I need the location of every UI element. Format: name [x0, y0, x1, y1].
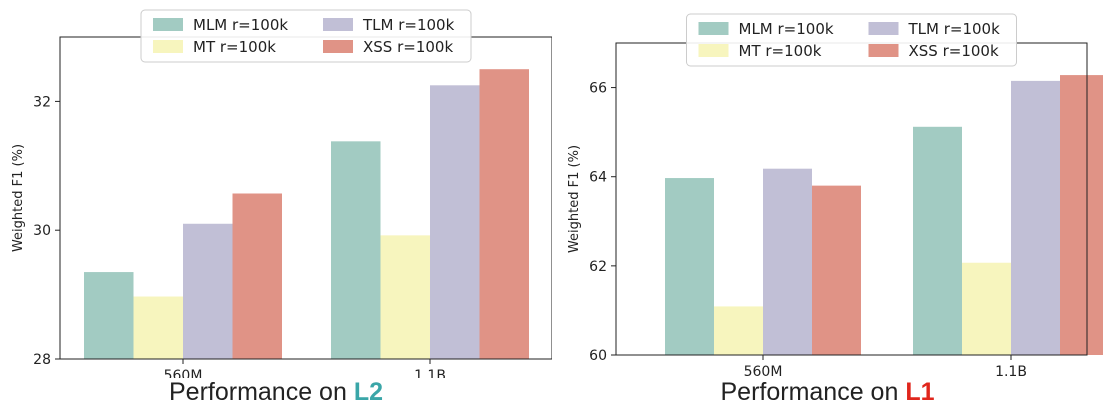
legend-swatch: [698, 44, 729, 57]
bar-xss-560m: [812, 185, 861, 355]
x-tick-label: 1.1B: [995, 364, 1027, 378]
caption-prefix: Performance on: [168, 378, 354, 406]
caption-highlight: L2: [353, 378, 383, 406]
bar-xss-11b: [479, 69, 529, 359]
bar-mt-11b: [380, 235, 430, 359]
bar-tlm-560m: [763, 168, 812, 355]
bar-tlm-560m: [183, 223, 233, 359]
y-tick-label: 32: [33, 94, 51, 110]
legend-swatch: [153, 18, 183, 31]
y-tick-label: 64: [589, 170, 607, 186]
y-tick-label: 28: [33, 352, 51, 368]
y-tick-label: 60: [589, 348, 607, 364]
legend-label: TLM r=100k: [362, 16, 455, 34]
legend-box: [140, 9, 472, 63]
caption-highlight: L1: [905, 378, 935, 406]
legend: MLM r=100k MT r=100k TLM r=100k XSS r=100k: [140, 9, 472, 63]
bar-chart-l1: 60 62 64 66 560M 1.1B Weighted F1 (%) MLM r=100…: [567, 13, 1103, 378]
legend-label: MT r=100k: [193, 38, 276, 56]
legend-swatch: [698, 22, 729, 35]
x-tick-label: 560M: [164, 368, 203, 378]
bar-tlm-11b: [430, 85, 480, 360]
bar-xss-560m: [232, 193, 282, 359]
bar-mlm-560m: [665, 178, 714, 355]
x-tick-label: 560M: [744, 364, 783, 378]
bar-mlm-560m: [84, 272, 134, 359]
caption-prefix: Performance on: [720, 378, 906, 406]
legend-swatch: [323, 18, 353, 31]
bar-xss-11b: [1060, 75, 1103, 355]
x-tick-label: 1.1B: [414, 368, 446, 378]
y-tick-label: 62: [589, 259, 607, 275]
bar-mt-11b: [962, 262, 1011, 355]
legend-label: XSS r=100k: [363, 38, 453, 56]
legend: MLM r=100k MT r=100k TLM r=100k XSS r=100k: [686, 13, 1017, 67]
y-tick-label: 66: [589, 81, 607, 97]
bar-mlm-11b: [331, 141, 381, 359]
bar-tlm-11b: [1011, 80, 1060, 355]
y-axis-label: Weighted F1 (%): [11, 144, 26, 252]
chart-panel-left: 28 30 32 560M 1.1B Weighted F1 (%) MLM r=100k M…: [0, 9, 552, 407]
legend-swatch: [153, 40, 183, 53]
chart-panel-right: 60 62 64 66 560M 1.1B Weighted F1 (%) MLM r=100…: [552, 0, 1103, 408]
legend-swatch: [868, 22, 899, 35]
legend-label: MLM r=100k: [193, 16, 288, 34]
legend-label: XSS r=100k: [909, 42, 999, 60]
legend-label: TLM r=100k: [908, 20, 1001, 38]
bar-mlm-11b: [913, 126, 962, 356]
legend-label: MLM r=100k: [739, 20, 834, 38]
caption-l1: Performance on L1: [552, 378, 1103, 407]
bar-mt-560m: [714, 306, 763, 355]
y-axis-label: Weighted F1 (%): [567, 145, 582, 253]
legend-box: [686, 13, 1017, 67]
caption-l2: Performance on L2: [0, 378, 552, 407]
bar-mt-560m: [133, 296, 183, 359]
legend-label: MT r=100k: [739, 42, 822, 60]
legend-swatch: [323, 40, 353, 53]
legend-swatch: [868, 44, 899, 57]
y-tick-label: 30: [33, 223, 51, 239]
